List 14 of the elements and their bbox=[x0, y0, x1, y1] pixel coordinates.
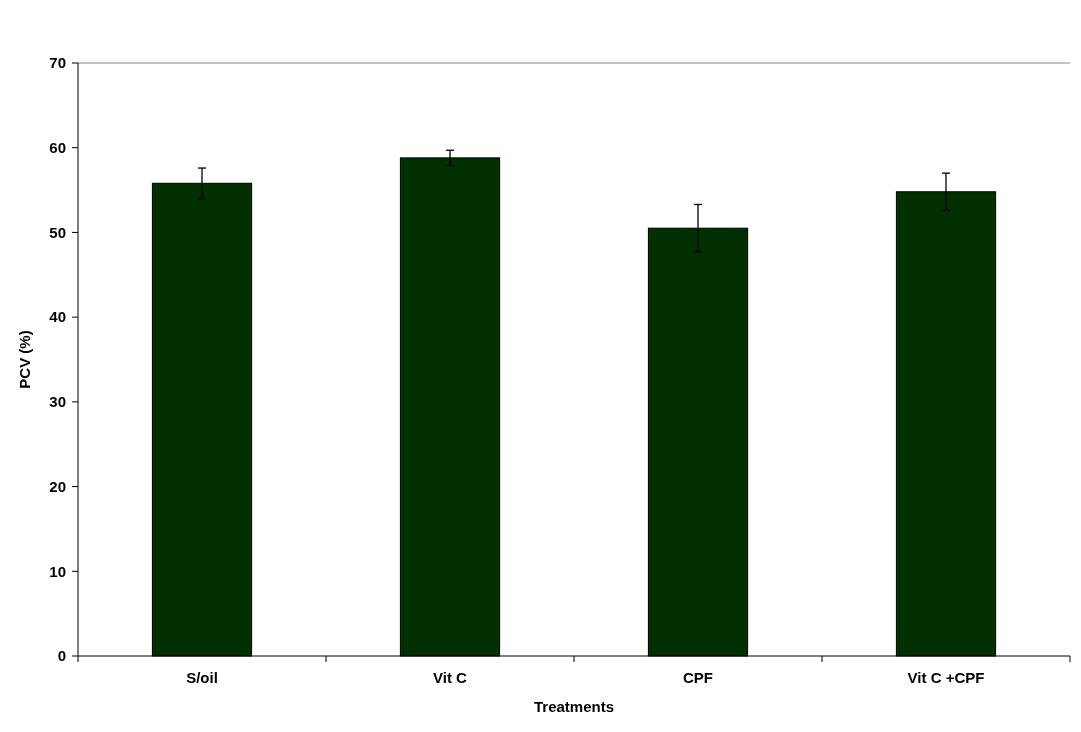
y-tick-label: 10 bbox=[49, 562, 66, 580]
x-axis-title: Treatments bbox=[533, 698, 615, 715]
y-tick-label: 60 bbox=[49, 138, 66, 156]
x-tick-label: Vit C bbox=[433, 669, 468, 686]
x-tick-label: CPF bbox=[683, 669, 713, 686]
y-axis-title: PCV (%) bbox=[16, 330, 33, 389]
x-tick-label: S/oil bbox=[186, 669, 218, 686]
y-tick-label: 70 bbox=[49, 54, 66, 72]
y-tick-label: 20 bbox=[49, 477, 66, 495]
x-tick-label: Vit C +CPF bbox=[907, 669, 985, 686]
y-tick-label: 50 bbox=[49, 223, 66, 241]
y-tick-label: 0 bbox=[57, 647, 66, 665]
y-tick-label: 40 bbox=[49, 308, 66, 326]
y-tick-label: 30 bbox=[49, 393, 66, 411]
